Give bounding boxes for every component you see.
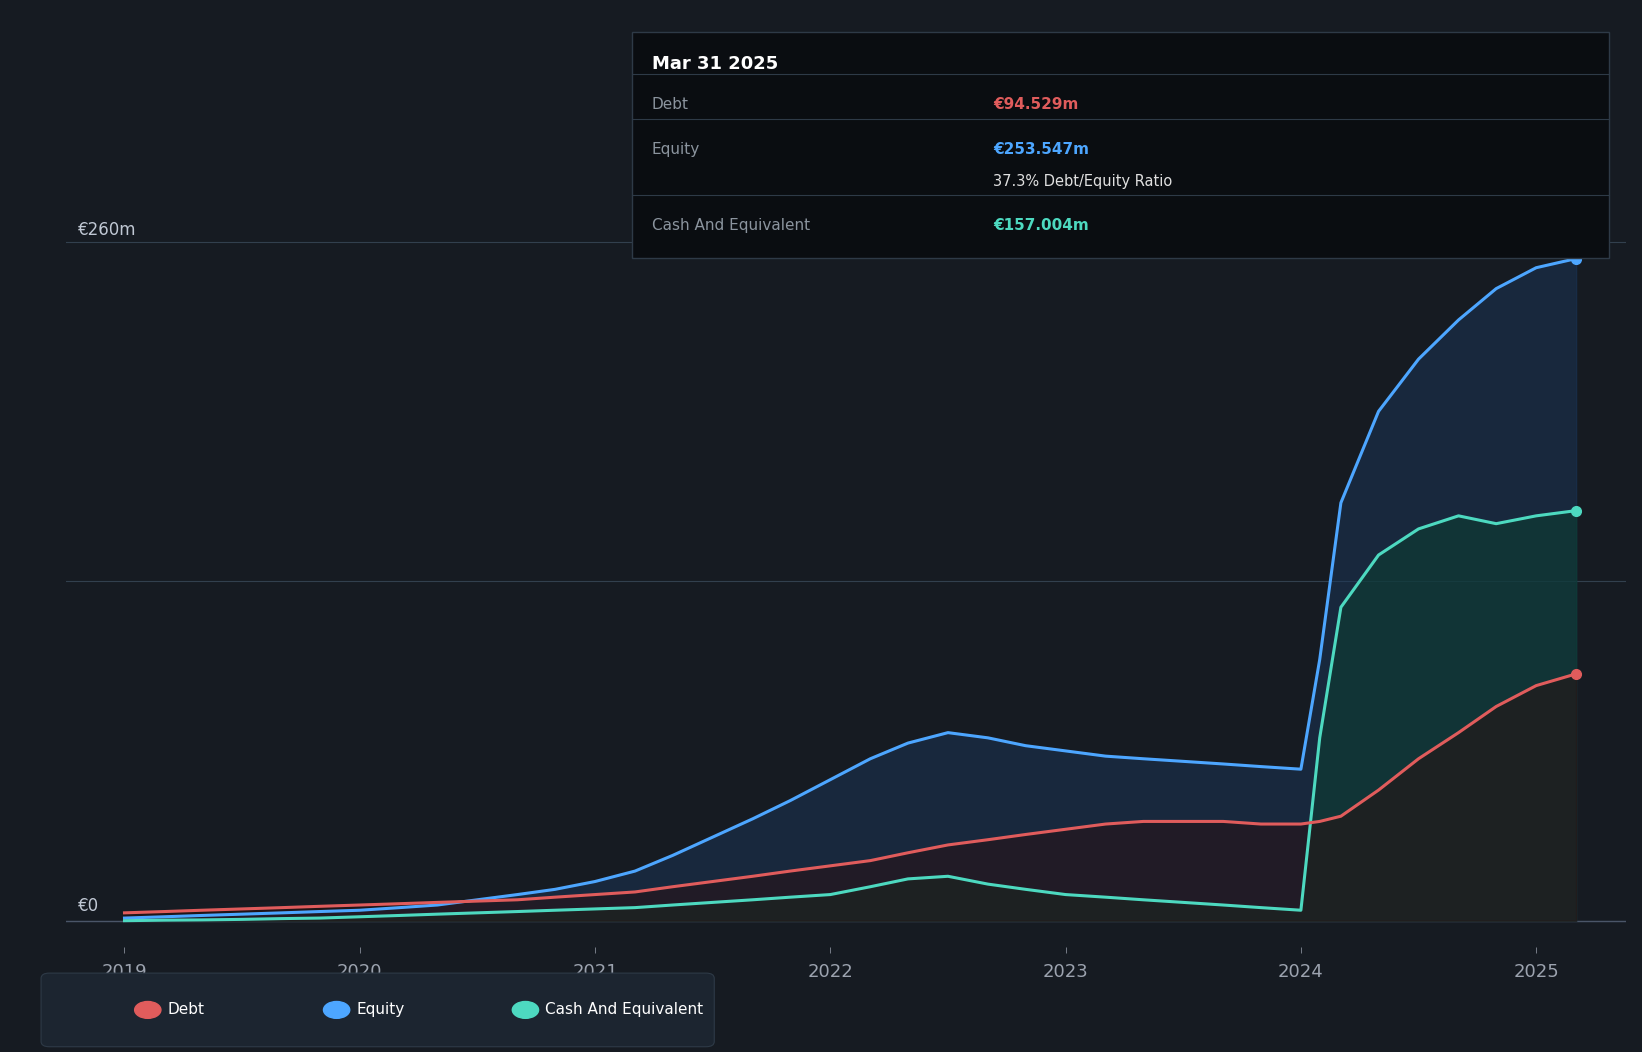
Text: €253.547m: €253.547m xyxy=(993,142,1089,157)
Text: €157.004m: €157.004m xyxy=(993,218,1089,232)
Text: €0: €0 xyxy=(77,897,99,915)
Text: Equity: Equity xyxy=(652,142,699,157)
Text: Debt: Debt xyxy=(652,97,690,112)
Text: Mar 31 2025: Mar 31 2025 xyxy=(652,55,778,73)
Text: 37.3% Debt/Equity Ratio: 37.3% Debt/Equity Ratio xyxy=(993,174,1172,188)
Text: €94.529m: €94.529m xyxy=(993,97,1079,112)
Text: Cash And Equivalent: Cash And Equivalent xyxy=(545,1003,703,1017)
Text: Equity: Equity xyxy=(356,1003,404,1017)
Text: €260m: €260m xyxy=(77,221,136,239)
Text: Debt: Debt xyxy=(167,1003,205,1017)
Text: Cash And Equivalent: Cash And Equivalent xyxy=(652,218,810,232)
